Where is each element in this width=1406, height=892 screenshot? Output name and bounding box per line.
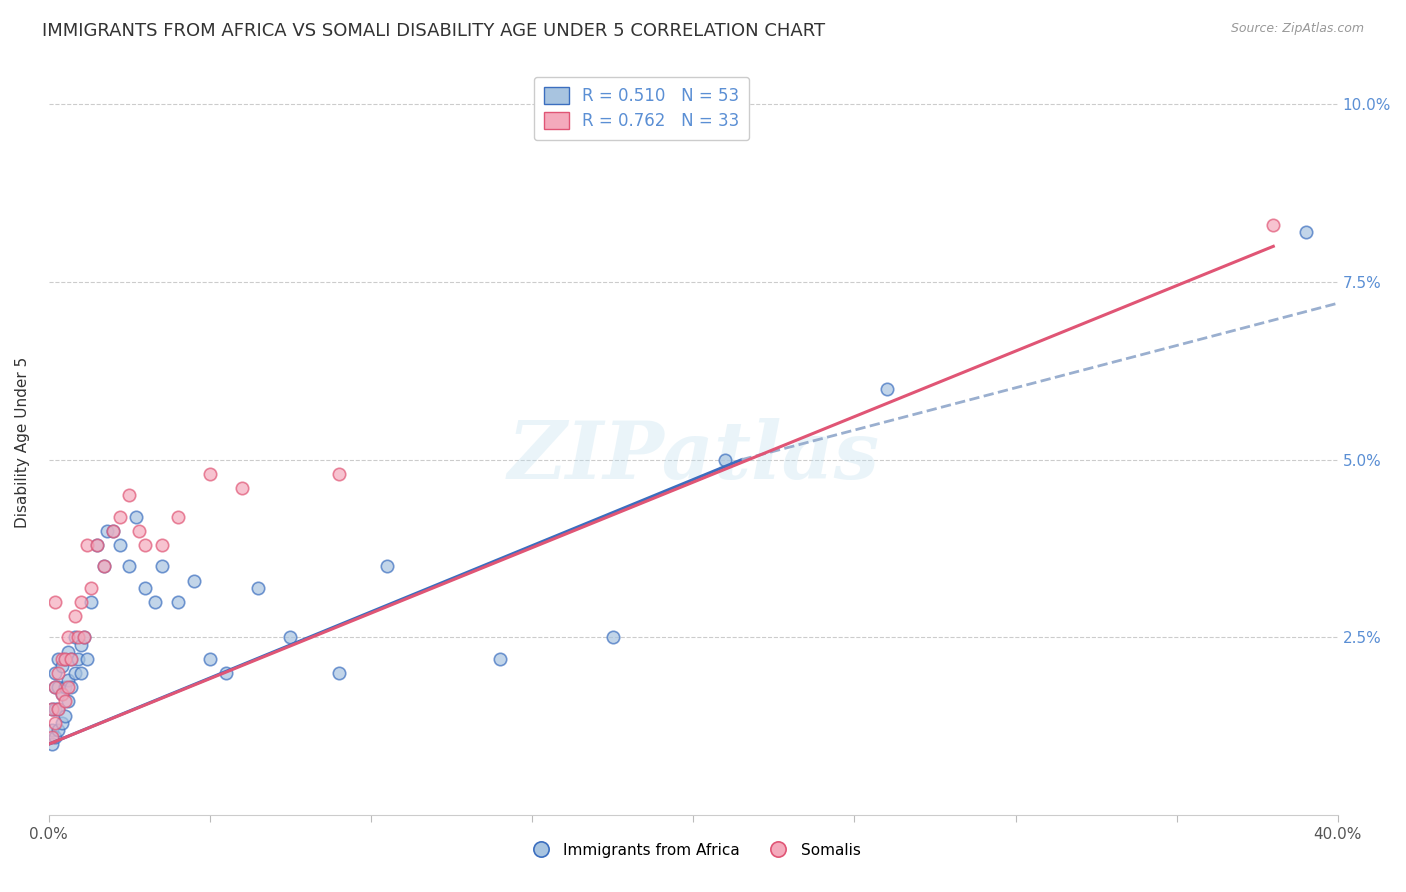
Point bbox=[51, 687, 73, 701]
Point bbox=[51, 659, 73, 673]
Point bbox=[53, 680, 76, 694]
Y-axis label: Disability Age Under 5: Disability Age Under 5 bbox=[15, 356, 30, 527]
Point bbox=[125, 509, 148, 524]
Point bbox=[134, 538, 156, 552]
Point bbox=[96, 524, 118, 538]
Point bbox=[198, 652, 221, 666]
Point bbox=[51, 687, 73, 701]
Point bbox=[280, 631, 302, 645]
Point bbox=[51, 715, 73, 730]
Point bbox=[150, 559, 173, 574]
Point bbox=[198, 467, 221, 481]
Point bbox=[143, 595, 166, 609]
Legend: Immigrants from Africa, Somalis: Immigrants from Africa, Somalis bbox=[519, 837, 868, 863]
Point bbox=[48, 723, 70, 737]
Point bbox=[56, 645, 79, 659]
Point bbox=[51, 652, 73, 666]
Point bbox=[328, 666, 350, 681]
Point bbox=[44, 701, 66, 715]
Point bbox=[60, 652, 83, 666]
Point bbox=[53, 652, 76, 666]
Point bbox=[489, 652, 512, 666]
Point bbox=[44, 680, 66, 694]
Point bbox=[231, 481, 253, 495]
Point bbox=[93, 559, 115, 574]
Text: ZIPatlas: ZIPatlas bbox=[508, 418, 879, 496]
Point bbox=[70, 666, 93, 681]
Point bbox=[53, 708, 76, 723]
Point bbox=[44, 595, 66, 609]
Point bbox=[73, 631, 96, 645]
Point bbox=[134, 581, 156, 595]
Point bbox=[602, 631, 624, 645]
Point bbox=[41, 701, 63, 715]
Point bbox=[93, 559, 115, 574]
Point bbox=[53, 694, 76, 708]
Point bbox=[70, 638, 93, 652]
Point bbox=[44, 666, 66, 681]
Point bbox=[108, 509, 131, 524]
Point bbox=[73, 631, 96, 645]
Point bbox=[150, 538, 173, 552]
Point bbox=[60, 680, 83, 694]
Point bbox=[48, 666, 70, 681]
Point bbox=[79, 581, 101, 595]
Point bbox=[1295, 225, 1317, 239]
Point bbox=[41, 730, 63, 744]
Point bbox=[56, 680, 79, 694]
Point bbox=[56, 694, 79, 708]
Point bbox=[44, 730, 66, 744]
Point bbox=[48, 701, 70, 715]
Point bbox=[183, 574, 205, 588]
Point bbox=[118, 559, 141, 574]
Point bbox=[79, 595, 101, 609]
Point bbox=[56, 631, 79, 645]
Point bbox=[76, 652, 98, 666]
Point bbox=[41, 701, 63, 715]
Point bbox=[86, 538, 108, 552]
Point bbox=[48, 652, 70, 666]
Point bbox=[166, 509, 188, 524]
Point bbox=[41, 723, 63, 737]
Point bbox=[103, 524, 125, 538]
Point bbox=[1263, 218, 1285, 232]
Point bbox=[56, 673, 79, 688]
Point bbox=[108, 538, 131, 552]
Point bbox=[41, 737, 63, 751]
Text: IMMIGRANTS FROM AFRICA VS SOMALI DISABILITY AGE UNDER 5 CORRELATION CHART: IMMIGRANTS FROM AFRICA VS SOMALI DISABIL… bbox=[42, 22, 825, 40]
Point bbox=[118, 488, 141, 502]
Point bbox=[247, 581, 270, 595]
Point bbox=[375, 559, 398, 574]
Point bbox=[66, 652, 89, 666]
Point bbox=[714, 452, 737, 467]
Point bbox=[48, 680, 70, 694]
Point bbox=[86, 538, 108, 552]
Point bbox=[53, 652, 76, 666]
Point bbox=[44, 680, 66, 694]
Point bbox=[876, 382, 898, 396]
Point bbox=[63, 609, 86, 624]
Point bbox=[60, 652, 83, 666]
Point bbox=[48, 701, 70, 715]
Point bbox=[215, 666, 238, 681]
Point bbox=[44, 715, 66, 730]
Point bbox=[66, 631, 89, 645]
Point bbox=[63, 666, 86, 681]
Point bbox=[70, 595, 93, 609]
Text: Source: ZipAtlas.com: Source: ZipAtlas.com bbox=[1230, 22, 1364, 36]
Point bbox=[103, 524, 125, 538]
Point bbox=[128, 524, 150, 538]
Point bbox=[76, 538, 98, 552]
Point bbox=[63, 631, 86, 645]
Point bbox=[328, 467, 350, 481]
Point bbox=[166, 595, 188, 609]
